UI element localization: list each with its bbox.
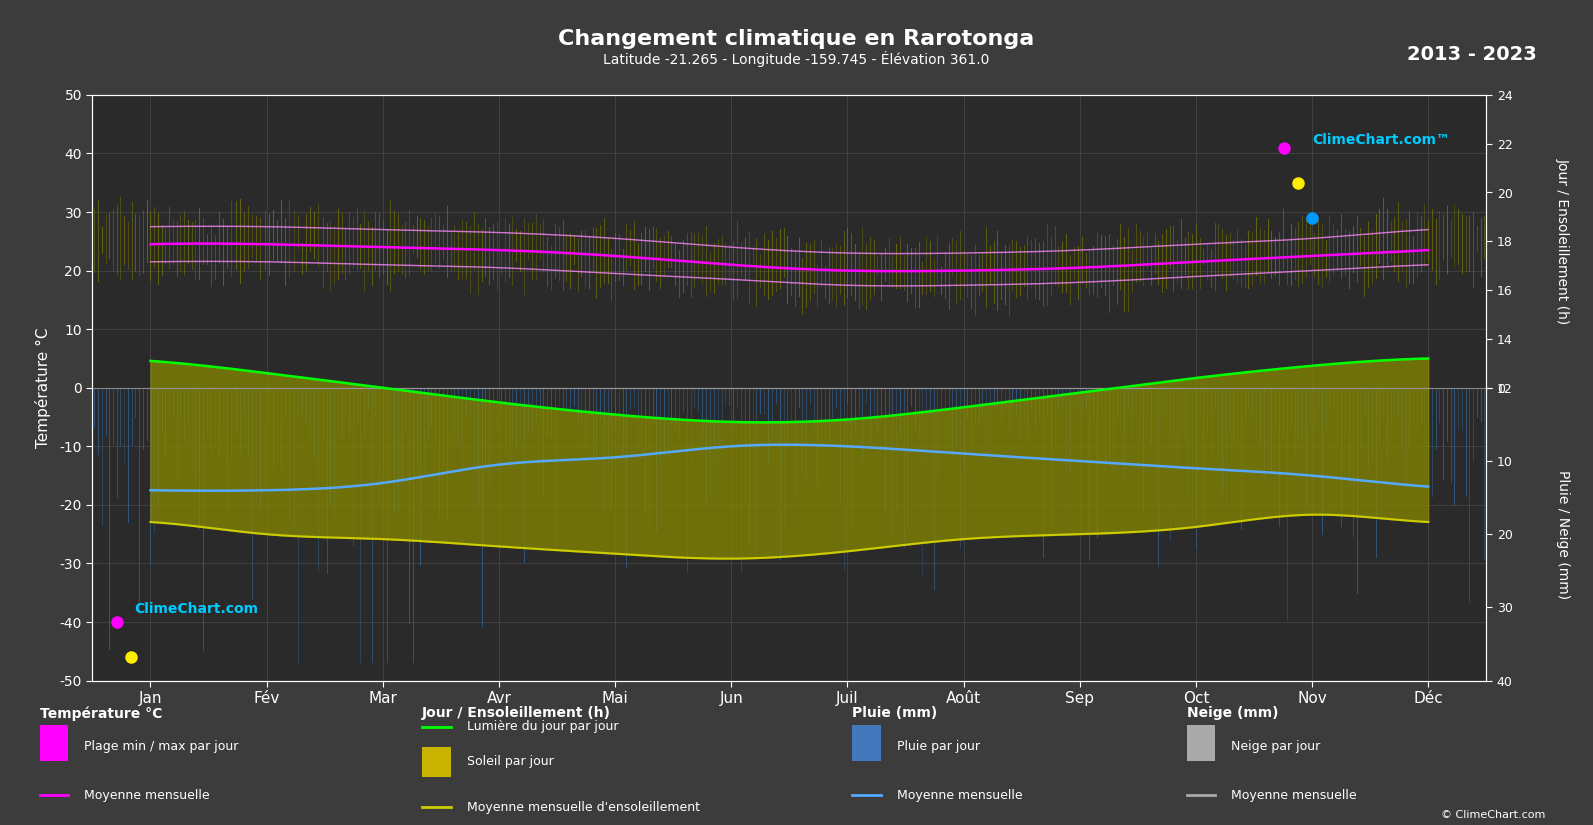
- Text: Pluie (mm): Pluie (mm): [852, 706, 938, 720]
- Bar: [422, 747, 451, 777]
- Text: Soleil par jour: Soleil par jour: [467, 755, 553, 767]
- Text: ClimeChart.com™: ClimeChart.com™: [1313, 133, 1450, 147]
- Text: Moyenne mensuelle: Moyenne mensuelle: [1231, 789, 1357, 802]
- Text: Pluie / Neige (mm): Pluie / Neige (mm): [1556, 469, 1571, 599]
- Text: Neige (mm): Neige (mm): [1187, 706, 1278, 720]
- Text: Jour / Ensoleillement (h): Jour / Ensoleillement (h): [1556, 158, 1571, 324]
- Text: 2013 - 2023: 2013 - 2023: [1408, 45, 1537, 64]
- Text: Changement climatique en Rarotonga: Changement climatique en Rarotonga: [559, 29, 1034, 49]
- Y-axis label: Température °C: Température °C: [35, 328, 51, 448]
- Text: © ClimeChart.com: © ClimeChart.com: [1440, 809, 1545, 819]
- Bar: [852, 725, 881, 761]
- Text: Moyenne mensuelle d'ensoleillement: Moyenne mensuelle d'ensoleillement: [467, 801, 699, 813]
- Text: Plage min / max par jour: Plage min / max par jour: [84, 739, 239, 752]
- Text: Pluie par jour: Pluie par jour: [897, 739, 980, 752]
- Bar: [40, 725, 68, 761]
- Text: Moyenne mensuelle: Moyenne mensuelle: [897, 789, 1023, 802]
- Text: Moyenne mensuelle: Moyenne mensuelle: [84, 789, 210, 802]
- Text: Jour / Ensoleillement (h): Jour / Ensoleillement (h): [422, 706, 612, 720]
- Text: Latitude -21.265 - Longitude -159.745 - Élévation 361.0: Latitude -21.265 - Longitude -159.745 - …: [604, 51, 989, 67]
- Text: Lumière du jour par jour: Lumière du jour par jour: [467, 720, 618, 733]
- Text: Température °C: Température °C: [40, 706, 162, 720]
- Text: ClimeChart.com: ClimeChart.com: [134, 602, 258, 616]
- Bar: [1187, 725, 1215, 761]
- Text: Neige par jour: Neige par jour: [1231, 739, 1321, 752]
